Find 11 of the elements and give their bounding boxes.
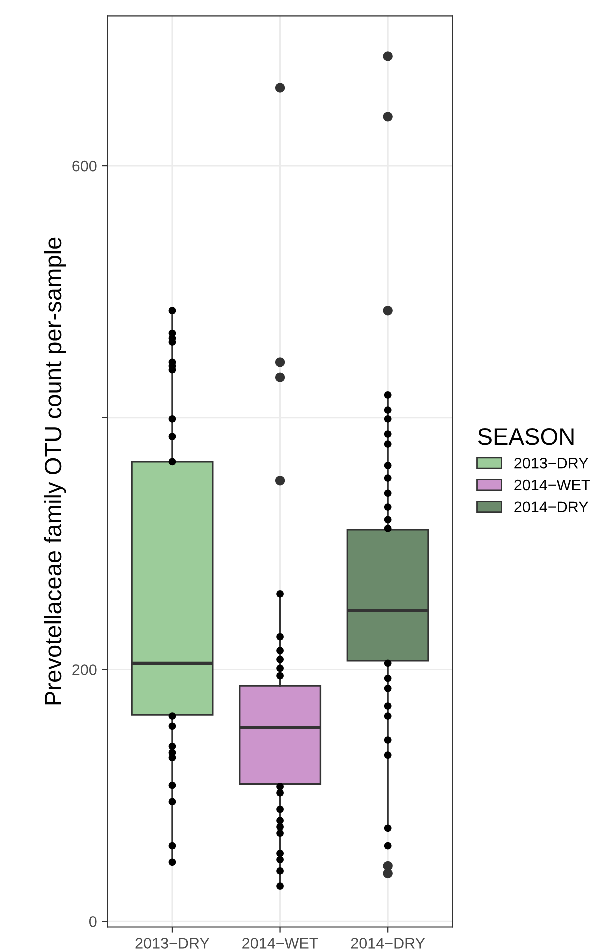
legend-label: 2013−DRY (514, 458, 588, 469)
x-tick-label: 2014−DRY (351, 938, 426, 949)
y-tick-label: 600 (72, 160, 97, 172)
legend-title: SEASON (478, 428, 574, 446)
legend-label: 2014−WET (514, 480, 590, 491)
y-tick-label: 200 (72, 664, 97, 676)
y-tick-label: 0 (89, 916, 97, 928)
x-tick-label: 2013−DRY (136, 938, 210, 949)
y-axis-title: Prevotellaceae family OTU count per-sample (44, 238, 66, 705)
x-tick-label: 2014−WET (242, 938, 318, 949)
legend-label: 2014−DRY (514, 502, 588, 513)
